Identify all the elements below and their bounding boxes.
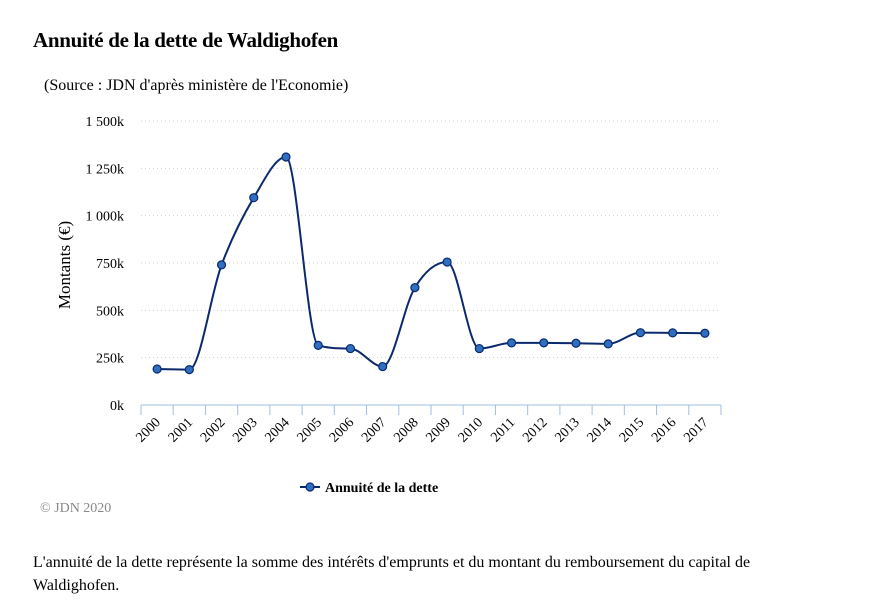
y-tick-label: 0k (110, 399, 124, 414)
data-point-2011[interactable] (506, 338, 517, 348)
data-point-2013[interactable] (571, 338, 581, 348)
x-tick-label: 2006 (327, 415, 357, 445)
y-tick-label: 1 500k (86, 115, 125, 130)
data-point-2003[interactable] (249, 193, 259, 203)
data-point-2017[interactable] (700, 328, 710, 338)
y-axis-label: Montants (€) (55, 221, 74, 309)
x-tick-label: 2004 (262, 415, 292, 445)
description-text: L'annuité de la dette représente la somm… (33, 554, 751, 594)
data-point-2007[interactable] (378, 361, 388, 372)
x-tick-label: 2003 (230, 415, 260, 445)
x-axis: 2000 2001 2002 2003 2004 2005 2006 2007 2008 2009… (134, 404, 722, 446)
data-point-2004[interactable] (281, 152, 291, 162)
x-tick-label: 2015 (617, 415, 647, 445)
x-tick-label: 2005 (295, 415, 325, 445)
x-tick-label: 2008 (391, 415, 421, 445)
x-tick-label: 2012 (520, 415, 550, 445)
data-point-2012[interactable] (539, 338, 549, 348)
x-tick-label: 2002 (198, 415, 228, 445)
data-point-2010[interactable] (474, 343, 484, 354)
x-tick-label: 2007 (359, 415, 389, 445)
data-points (152, 152, 710, 375)
data-point-2014[interactable] (603, 339, 613, 349)
data-point-2009[interactable] (442, 257, 452, 267)
legend-marker-icon (305, 482, 315, 492)
y-tick-label: 1 000k (86, 210, 125, 225)
x-tick-label: 2013 (552, 415, 582, 445)
x-tick-label: 2000 (134, 415, 164, 445)
x-tick-label: 2016 (649, 415, 679, 445)
series-line-annuite (157, 155, 705, 371)
y-tick-label: 500k (96, 304, 124, 319)
x-tick-label: 2017 (681, 415, 711, 445)
y-tick-label: 250k (96, 352, 124, 367)
data-point-2002[interactable] (216, 260, 227, 270)
copyright-credit: © JDN 2020 (40, 501, 112, 516)
x-tick-label: 2010 (456, 415, 486, 445)
legend[interactable]: Annuité de la dette (300, 481, 438, 496)
data-point-2006[interactable] (345, 343, 356, 354)
x-tick-label: 2009 (424, 415, 454, 445)
data-point-2005[interactable] (313, 340, 323, 350)
data-point-2000[interactable] (152, 364, 162, 374)
data-point-2008[interactable] (410, 283, 420, 293)
legend-label: Annuité de la dette (325, 481, 438, 496)
y-tick-label: 1 250k (86, 162, 125, 177)
x-tick-label: 2001 (166, 415, 196, 445)
chart-subtitle: (Source : JDN d'après ministère de l'Eco… (44, 77, 349, 94)
data-point-2016[interactable] (668, 328, 678, 338)
data-point-2015[interactable] (635, 328, 646, 338)
y-axis-ticks: 0k 250k 500k 750k 1 000k 1 250k 1 500k (86, 115, 125, 414)
data-point-2001[interactable] (184, 364, 194, 375)
page-title: Annuité de la dette de Waldighofen (33, 28, 339, 52)
x-tick-label: 2014 (585, 415, 615, 445)
grid-lines (141, 120, 721, 359)
y-tick-label: 750k (96, 257, 124, 272)
x-tick-label: 2011 (488, 415, 518, 445)
